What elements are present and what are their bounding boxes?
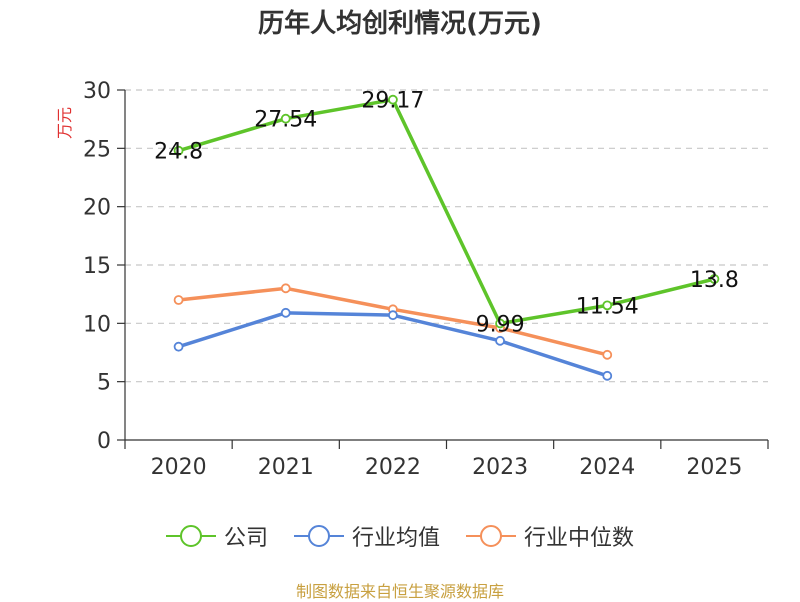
legend-item-industry-median[interactable]: 行业中位数 bbox=[466, 520, 634, 552]
data-label: 11.54 bbox=[576, 294, 639, 319]
data-point bbox=[280, 113, 291, 124]
data-labels: 24.8 27.54 29.17 9.99 11.54 13.8 bbox=[154, 89, 739, 338]
legend: 公司 行业均值 行业中位数 bbox=[0, 520, 800, 552]
y-tick-label: 25 bbox=[83, 137, 111, 162]
series-layer bbox=[173, 94, 720, 381]
source-note: 制图数据来自恒生聚源数据库 bbox=[295, 582, 504, 601]
data-label: 29.17 bbox=[361, 89, 424, 114]
y-axis-label: 万元 bbox=[55, 107, 74, 139]
gridlines bbox=[125, 89, 768, 383]
data-point bbox=[709, 274, 720, 284]
data-label: 9.99 bbox=[476, 312, 525, 337]
y-tick-label: 20 bbox=[83, 196, 111, 221]
data-point bbox=[602, 300, 613, 311]
data-point bbox=[280, 307, 291, 318]
data-point bbox=[173, 341, 184, 352]
x-tick-label: 2020 bbox=[151, 455, 207, 480]
data-label: 13.8 bbox=[690, 268, 739, 293]
x-tick-label: 2021 bbox=[258, 455, 314, 480]
legend-marker-icon bbox=[293, 525, 344, 547]
data-point bbox=[495, 335, 505, 346]
data-point bbox=[388, 310, 398, 321]
x-tick-label: 2023 bbox=[472, 455, 528, 480]
x-tick-label: 2022 bbox=[365, 455, 421, 480]
data-point bbox=[602, 370, 613, 381]
data-point bbox=[602, 349, 613, 360]
data-label: 24.8 bbox=[154, 140, 203, 165]
series-line bbox=[178, 97, 715, 326]
legend-item-company[interactable]: 公司 bbox=[165, 520, 268, 552]
series-line bbox=[178, 311, 608, 378]
legend-marker-icon bbox=[466, 525, 516, 547]
series-line bbox=[178, 286, 608, 357]
x-tick-label: 2024 bbox=[579, 455, 635, 480]
data-label: 27.54 bbox=[254, 108, 317, 133]
data-point bbox=[173, 295, 184, 305]
legend-label: 行业中位数 bbox=[524, 526, 635, 551]
chart-title: 历年人均创利情况(万元) bbox=[258, 8, 542, 39]
data-point bbox=[495, 318, 505, 329]
data-point bbox=[280, 283, 291, 294]
y-tick-label: 10 bbox=[83, 312, 111, 337]
data-point bbox=[173, 145, 184, 156]
y-tick-label: 30 bbox=[83, 79, 111, 104]
y-tick-label: 15 bbox=[83, 254, 111, 279]
x-tick-label: 2025 bbox=[686, 455, 742, 480]
data-point bbox=[388, 94, 398, 105]
y-tick-label: 0 bbox=[97, 429, 111, 454]
legend-marker-icon bbox=[165, 525, 216, 547]
legend-label: 行业均值 bbox=[351, 526, 440, 551]
legend-item-industry-average[interactable]: 行业均值 bbox=[293, 520, 440, 552]
y-tick-label: 5 bbox=[97, 371, 111, 396]
legend-label: 公司 bbox=[223, 526, 268, 551]
